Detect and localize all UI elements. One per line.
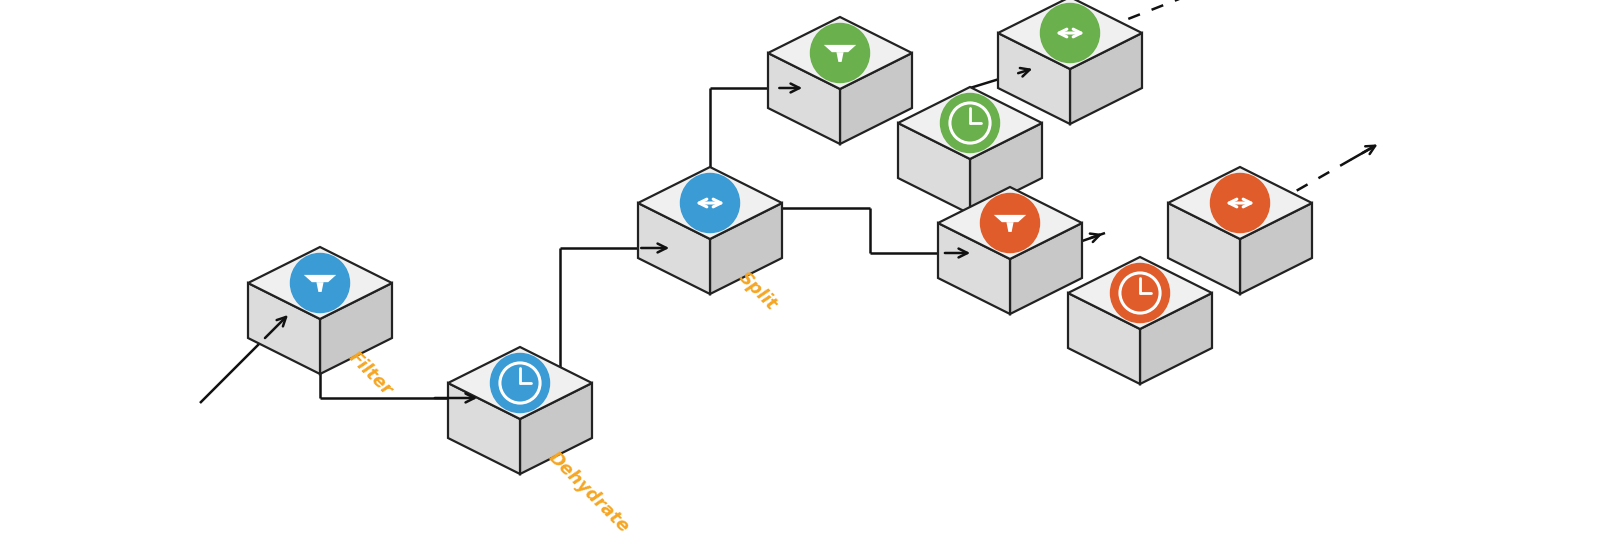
Polygon shape	[638, 203, 710, 294]
Polygon shape	[304, 275, 336, 282]
Polygon shape	[1006, 222, 1013, 232]
Polygon shape	[1168, 203, 1240, 294]
Polygon shape	[824, 45, 856, 52]
Polygon shape	[768, 53, 840, 144]
Polygon shape	[248, 247, 392, 319]
Circle shape	[981, 194, 1040, 253]
Polygon shape	[710, 203, 782, 294]
Polygon shape	[837, 52, 843, 62]
Circle shape	[941, 93, 1000, 153]
Polygon shape	[317, 282, 323, 292]
Circle shape	[491, 353, 549, 413]
Polygon shape	[1240, 203, 1312, 294]
Polygon shape	[898, 123, 970, 214]
Circle shape	[1110, 263, 1170, 322]
Polygon shape	[448, 383, 520, 474]
Polygon shape	[1069, 293, 1139, 384]
Polygon shape	[994, 215, 1026, 222]
Polygon shape	[248, 283, 320, 374]
Polygon shape	[1168, 167, 1312, 239]
Circle shape	[811, 23, 869, 82]
Polygon shape	[898, 87, 1042, 159]
Polygon shape	[970, 123, 1042, 214]
Polygon shape	[998, 33, 1070, 124]
Polygon shape	[638, 167, 782, 239]
Polygon shape	[998, 0, 1142, 69]
Polygon shape	[938, 223, 1010, 314]
Polygon shape	[1139, 293, 1213, 384]
Text: Dehydrate: Dehydrate	[546, 448, 634, 536]
Polygon shape	[1070, 33, 1142, 124]
Text: Filter: Filter	[346, 348, 397, 399]
Polygon shape	[840, 53, 912, 144]
Text: Split: Split	[734, 268, 781, 314]
Polygon shape	[768, 17, 912, 89]
Polygon shape	[938, 187, 1082, 259]
Circle shape	[680, 174, 739, 232]
Polygon shape	[520, 383, 592, 474]
Circle shape	[1040, 3, 1099, 62]
Polygon shape	[448, 347, 592, 419]
Polygon shape	[1010, 223, 1082, 314]
Circle shape	[1211, 174, 1269, 232]
Polygon shape	[1069, 257, 1213, 329]
Polygon shape	[320, 283, 392, 374]
Circle shape	[291, 253, 349, 312]
